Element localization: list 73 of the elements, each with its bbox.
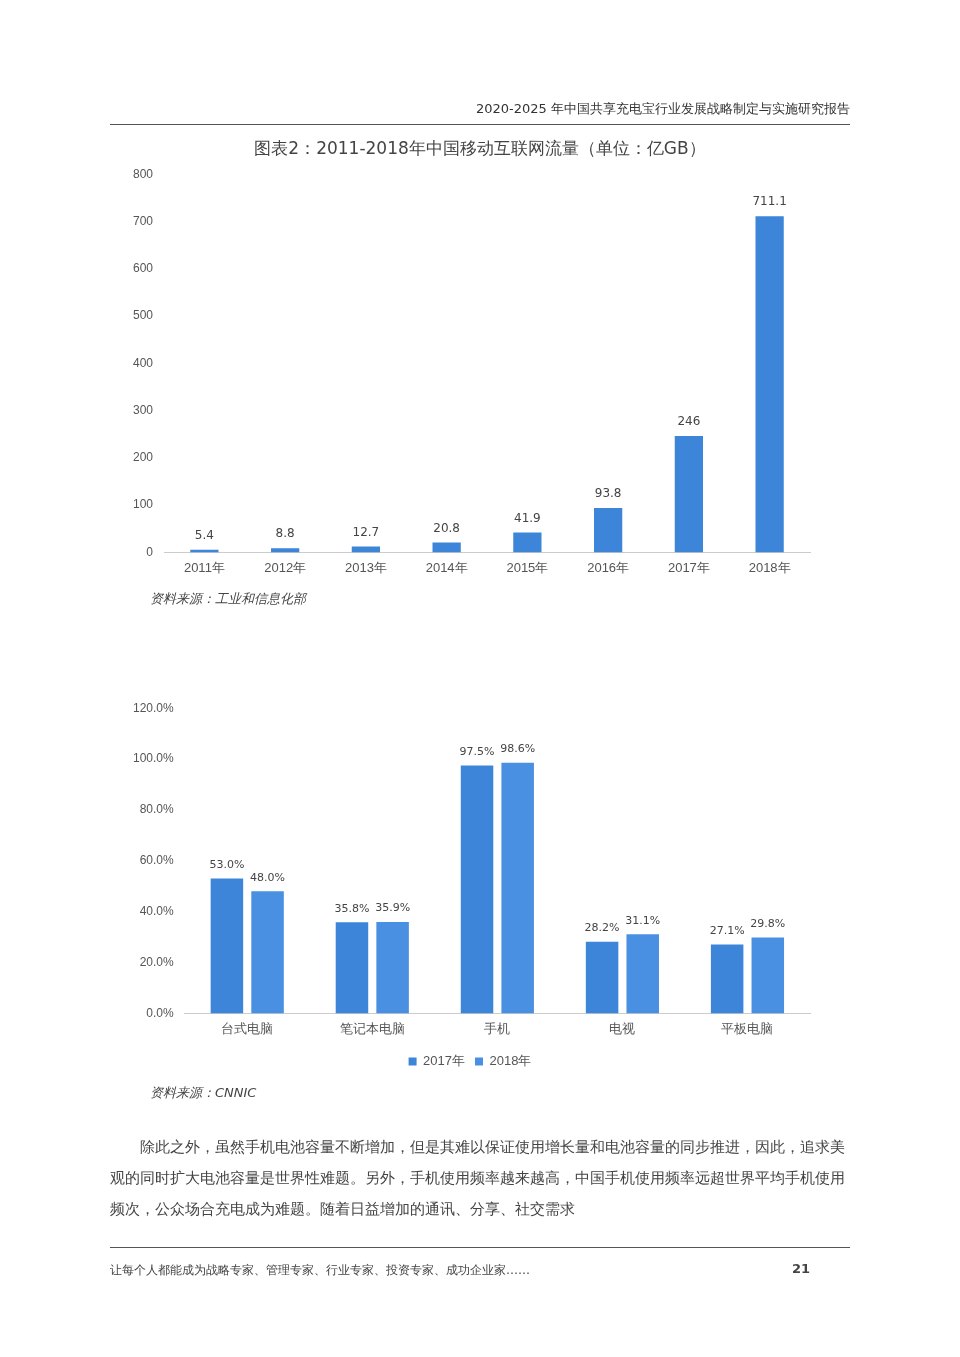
x-tick-label: 2012年 [264,559,307,575]
y-tick-label: 100.0% [133,751,175,766]
x-tick-label: 2015年 [506,559,549,575]
text: 98.6% [500,741,536,755]
bar [626,934,659,1014]
bar [210,878,244,1014]
x-tick-label: 2016年 [587,559,630,575]
y-tick-label: 0 [146,544,154,559]
bar [594,508,623,553]
text: 27.1% [709,923,745,937]
bar [376,922,409,1014]
bar [351,546,381,553]
bar [335,922,369,1014]
data-label: 41.9 [514,510,541,525]
text: 48.0% [250,870,286,884]
y-tick-label: 800 [132,166,154,181]
y-tick-label: 100 [132,497,154,512]
y-tick-label: 600 [132,261,154,276]
text: 让每个人都能成为战略专家、管理专家、行业专家、投资专家、成功企业家…… [110,1263,530,1277]
bar [432,542,461,553]
data-label: 8.8 [275,526,295,541]
bar [751,937,785,1014]
bar [585,941,619,1014]
text: 29.8% [750,916,786,930]
y-tick-label: 60.0% [139,853,175,868]
x-tick-label: 2017年 [667,559,710,575]
text: 35.8% [334,901,370,915]
x-tick-label: 2011年 [183,559,225,575]
bar [460,765,494,1014]
x-tick-label: 台式电脑 [221,1020,274,1036]
text: 97.5% [459,744,495,758]
text: 资料来源：工业和信息化部 [150,590,309,608]
text: 21 [791,1261,810,1276]
y-tick-label: 120.0% [133,700,175,715]
x-tick-label: 笔记本电脑 [339,1020,405,1036]
bar [513,532,542,553]
data-label: 246 [677,414,701,429]
y-tick-label: 0.0% [146,1005,175,1020]
data-label: 93.8 [594,486,622,501]
x-tick-label: 平板电脑 [721,1020,774,1036]
x-tick-label: 2013年 [344,559,387,575]
y-tick-label: 80.0% [139,802,175,817]
bar [674,436,704,553]
y-tick-label: 200 [132,450,154,465]
text: 35.9% [375,901,411,915]
text: 31.1% [625,913,661,927]
data-label: 20.8 [433,520,460,535]
legend-label: 2018年 [489,1053,532,1069]
text: 53.0% [209,857,245,871]
bar [755,216,784,553]
text: 28.2% [584,921,620,935]
data-label: 5.4 [194,527,214,542]
y-tick-label: 500 [132,308,154,323]
text: 2020-2025 年中国共享充电宝行业发展战略制定与实施研究报告 [110,100,850,125]
x-tick-label: 电视 [609,1020,636,1036]
x-tick-label: 手机 [484,1020,511,1036]
y-tick-label: 300 [132,402,154,417]
y-tick-label: 20.0% [139,954,175,969]
bar [271,548,300,553]
data-label: 12.7 [352,524,380,539]
bar [251,891,284,1014]
bar [501,762,534,1014]
x-tick-label: 2014年 [425,559,468,575]
y-tick-label: 40.0% [139,903,175,918]
x-tick-label: 2018年 [748,559,791,575]
text: 资料来源：CNNIC [150,1084,258,1102]
text: 除此之外，虽然手机电池容量不断增加，但是其难以保证使用增长量和电池容量的同步推进，因此，追求美观的同时扩大电池容量是世界性难题。另外，手机使用频率越来越高，中国手机使用频率远超世界平均手机使用频次，公众场合充电成为难题。随着日益增加的通讯、分享、社交需求 [110,1137,846,1220]
data-label: 711.1 [752,194,787,209]
legend-label: 2017年 [423,1053,465,1069]
chart-title: 图表2：2011-2018年中国移动互联网流量（单位：亿GB） [253,137,707,160]
y-tick-label: 700 [132,213,154,228]
bar [710,944,744,1014]
y-tick-label: 400 [132,355,154,370]
